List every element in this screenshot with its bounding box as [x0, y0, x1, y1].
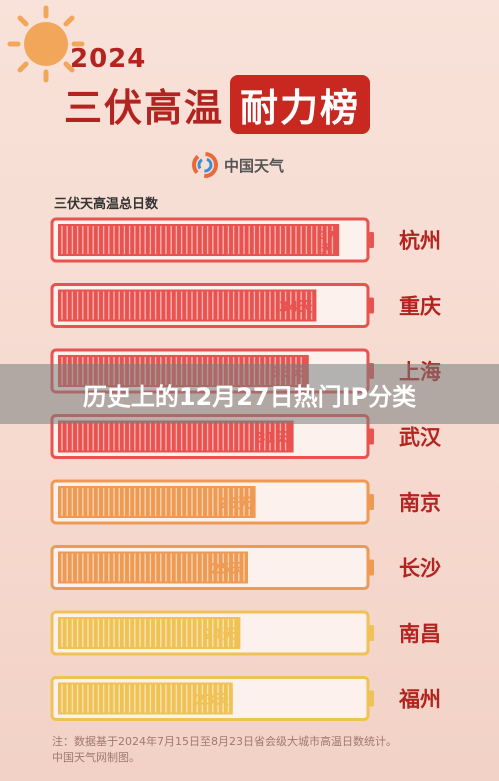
- footnote: 注：数据基于2024年7月15日至8月23日省会级大城市高温日数统计。 中国天气…: [52, 734, 472, 766]
- chart-subtitle: 三伏天高温总日数: [54, 197, 159, 212]
- title-part2: 耐力榜: [230, 74, 371, 134]
- data-label: 34天: [279, 300, 313, 316]
- category-label: 福州: [398, 688, 441, 712]
- bar-tip: [369, 428, 374, 445]
- china-weather-logo-icon: [192, 152, 218, 178]
- bar-tip: [369, 232, 374, 248]
- sun-icon: [7, 5, 85, 83]
- banner-text: 历史上的12月27日热门IP分类: [82, 382, 417, 411]
- data-label-unit: 天: [321, 242, 333, 255]
- category-label: 长沙: [399, 557, 441, 581]
- data-label: 23天: [195, 693, 229, 709]
- bar-tip: [369, 625, 374, 641]
- data-label: 37: [320, 229, 335, 242]
- data-label: 24天: [203, 627, 237, 643]
- title-part1: 三伏高温: [64, 85, 225, 130]
- category-label: 武汉: [399, 426, 442, 450]
- brand-name: 中国天气: [224, 156, 285, 175]
- bar-tip: [369, 494, 374, 510]
- footnote-line-1: 注：数据基于2024年7月15日至8月23日省会级大城市高温日数统计。: [52, 735, 397, 748]
- year-label: 2024: [70, 44, 147, 74]
- overlay-banner: 历史上的12月27日热门IP分类: [0, 364, 499, 424]
- data-label: 25天: [211, 562, 245, 578]
- footnote-line-2: 中国天气网制图。: [52, 751, 140, 764]
- bar-tip: [369, 297, 374, 314]
- category-label: 杭州: [399, 229, 441, 253]
- bar-tip: [369, 559, 374, 576]
- category-label: 南昌: [399, 622, 441, 646]
- bar: [58, 551, 248, 584]
- brand: 中国天气: [192, 150, 284, 180]
- bar-tip: [369, 690, 374, 707]
- page-title: 三伏高温 耐力榜: [64, 74, 434, 134]
- data-label: 26天: [218, 496, 252, 512]
- category-label: 南京: [399, 491, 441, 515]
- category-label: 重庆: [399, 295, 441, 319]
- data-label: 31天: [256, 431, 290, 447]
- bar: [58, 224, 340, 256]
